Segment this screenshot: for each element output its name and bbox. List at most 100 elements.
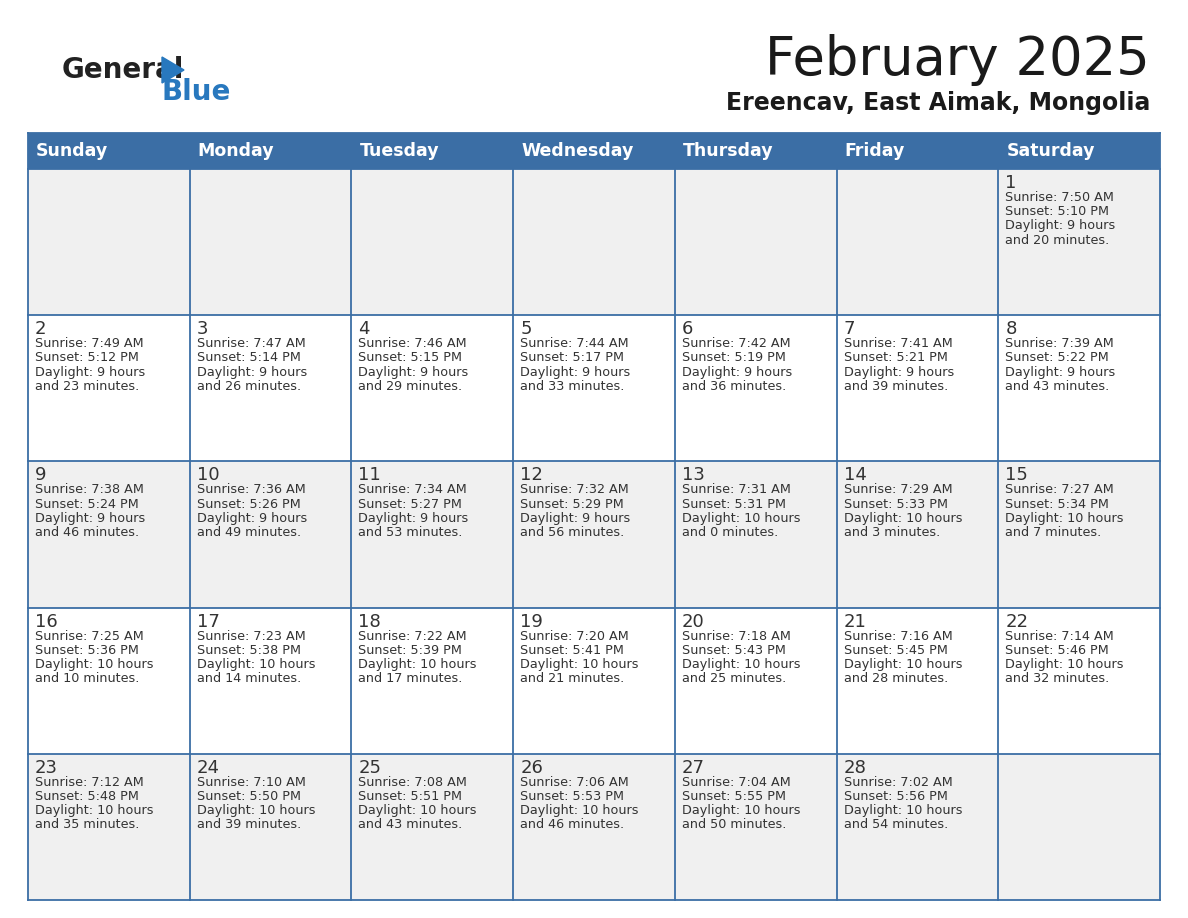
Text: Sunset: 5:38 PM: Sunset: 5:38 PM [197,644,301,656]
Text: 9: 9 [34,466,46,485]
Text: and 21 minutes.: and 21 minutes. [520,672,625,685]
Text: Sunset: 5:48 PM: Sunset: 5:48 PM [34,790,139,803]
Bar [29,754,190,900]
Text: Sunset: 5:56 PM: Sunset: 5:56 PM [843,790,948,803]
Text: Sunrise: 7:41 AM: Sunrise: 7:41 AM [843,337,953,350]
Text: Daylight: 9 hours: Daylight: 9 hours [682,365,792,378]
Text: Daylight: 10 hours: Daylight: 10 hours [1005,512,1124,525]
Text: Sunrise: 7:38 AM: Sunrise: 7:38 AM [34,484,144,497]
Text: and 43 minutes.: and 43 minutes. [359,819,462,832]
Bar [836,462,998,608]
Text: Sunrise: 7:36 AM: Sunrise: 7:36 AM [197,484,305,497]
Text: Daylight: 10 hours: Daylight: 10 hours [359,658,476,671]
Bar [675,133,836,169]
Text: Sunrise: 7:29 AM: Sunrise: 7:29 AM [843,484,953,497]
Text: Tuesday: Tuesday [360,142,440,160]
Text: Daylight: 10 hours: Daylight: 10 hours [359,804,476,817]
Text: 6: 6 [682,320,694,338]
Text: 1: 1 [1005,174,1017,192]
Text: Thursday: Thursday [683,142,773,160]
Text: and 46 minutes.: and 46 minutes. [34,526,139,539]
Text: Daylight: 9 hours: Daylight: 9 hours [34,512,145,525]
Text: Sunrise: 7:42 AM: Sunrise: 7:42 AM [682,337,790,350]
Text: Ereencav, East Aimak, Mongolia: Ereencav, East Aimak, Mongolia [726,91,1150,115]
Bar [998,315,1159,462]
Text: Sunrise: 7:06 AM: Sunrise: 7:06 AM [520,776,628,789]
Text: 20: 20 [682,612,704,631]
Bar [29,169,190,315]
Text: 15: 15 [1005,466,1028,485]
Bar [513,169,675,315]
Text: Daylight: 9 hours: Daylight: 9 hours [520,512,631,525]
Text: 10: 10 [197,466,220,485]
Text: 3: 3 [197,320,208,338]
Bar [190,462,352,608]
Bar [190,315,352,462]
Text: Sunset: 5:46 PM: Sunset: 5:46 PM [1005,644,1110,656]
Text: Daylight: 9 hours: Daylight: 9 hours [197,365,307,378]
Text: February 2025: February 2025 [765,34,1150,86]
Text: and 33 minutes.: and 33 minutes. [520,380,625,393]
Bar [675,315,836,462]
Text: Sunrise: 7:49 AM: Sunrise: 7:49 AM [34,337,144,350]
Text: Sunrise: 7:02 AM: Sunrise: 7:02 AM [843,776,953,789]
Text: Daylight: 9 hours: Daylight: 9 hours [520,365,631,378]
Text: 2: 2 [34,320,46,338]
Text: and 39 minutes.: and 39 minutes. [197,819,301,832]
Text: and 17 minutes.: and 17 minutes. [359,672,463,685]
Text: 26: 26 [520,759,543,777]
Text: and 36 minutes.: and 36 minutes. [682,380,786,393]
Bar [998,133,1159,169]
Text: and 23 minutes.: and 23 minutes. [34,380,139,393]
Text: Daylight: 9 hours: Daylight: 9 hours [359,512,469,525]
Text: Sunset: 5:39 PM: Sunset: 5:39 PM [359,644,462,656]
Text: and 14 minutes.: and 14 minutes. [197,672,301,685]
Text: Sunset: 5:43 PM: Sunset: 5:43 PM [682,644,785,656]
Text: Sunset: 5:55 PM: Sunset: 5:55 PM [682,790,785,803]
Text: and 50 minutes.: and 50 minutes. [682,819,786,832]
Text: Sunset: 5:22 PM: Sunset: 5:22 PM [1005,352,1110,364]
Text: Daylight: 9 hours: Daylight: 9 hours [843,365,954,378]
Text: Daylight: 10 hours: Daylight: 10 hours [682,658,801,671]
Text: Sunset: 5:27 PM: Sunset: 5:27 PM [359,498,462,510]
Bar [675,754,836,900]
Text: and 29 minutes.: and 29 minutes. [359,380,462,393]
Text: Monday: Monday [197,142,274,160]
Text: Sunset: 5:36 PM: Sunset: 5:36 PM [34,644,139,656]
Text: Daylight: 9 hours: Daylight: 9 hours [34,365,145,378]
Text: Sunset: 5:24 PM: Sunset: 5:24 PM [34,498,139,510]
Text: Sunset: 5:31 PM: Sunset: 5:31 PM [682,498,785,510]
Text: Daylight: 9 hours: Daylight: 9 hours [359,365,469,378]
Text: and 56 minutes.: and 56 minutes. [520,526,625,539]
Bar [675,169,836,315]
Text: Daylight: 9 hours: Daylight: 9 hours [1005,219,1116,232]
Text: General: General [62,56,184,84]
Text: 4: 4 [359,320,369,338]
Text: 27: 27 [682,759,704,777]
Text: Sunset: 5:29 PM: Sunset: 5:29 PM [520,498,624,510]
Bar [836,169,998,315]
Bar [190,133,352,169]
Bar [675,608,836,754]
Text: 12: 12 [520,466,543,485]
Text: Sunset: 5:12 PM: Sunset: 5:12 PM [34,352,139,364]
Bar [352,133,513,169]
Bar [352,315,513,462]
Text: Daylight: 10 hours: Daylight: 10 hours [843,512,962,525]
Text: and 46 minutes.: and 46 minutes. [520,819,624,832]
Text: Sunrise: 7:20 AM: Sunrise: 7:20 AM [520,630,628,643]
Text: and 0 minutes.: and 0 minutes. [682,526,778,539]
Text: Sunset: 5:17 PM: Sunset: 5:17 PM [520,352,624,364]
Text: Daylight: 10 hours: Daylight: 10 hours [682,804,801,817]
Text: 11: 11 [359,466,381,485]
Text: Daylight: 10 hours: Daylight: 10 hours [682,512,801,525]
Text: Daylight: 9 hours: Daylight: 9 hours [197,512,307,525]
Text: Sunset: 5:51 PM: Sunset: 5:51 PM [359,790,462,803]
Text: 14: 14 [843,466,866,485]
Text: Sunrise: 7:32 AM: Sunrise: 7:32 AM [520,484,628,497]
Bar [836,133,998,169]
Text: and 49 minutes.: and 49 minutes. [197,526,301,539]
Text: and 39 minutes.: and 39 minutes. [843,380,948,393]
Text: Daylight: 10 hours: Daylight: 10 hours [843,804,962,817]
Text: 7: 7 [843,320,855,338]
